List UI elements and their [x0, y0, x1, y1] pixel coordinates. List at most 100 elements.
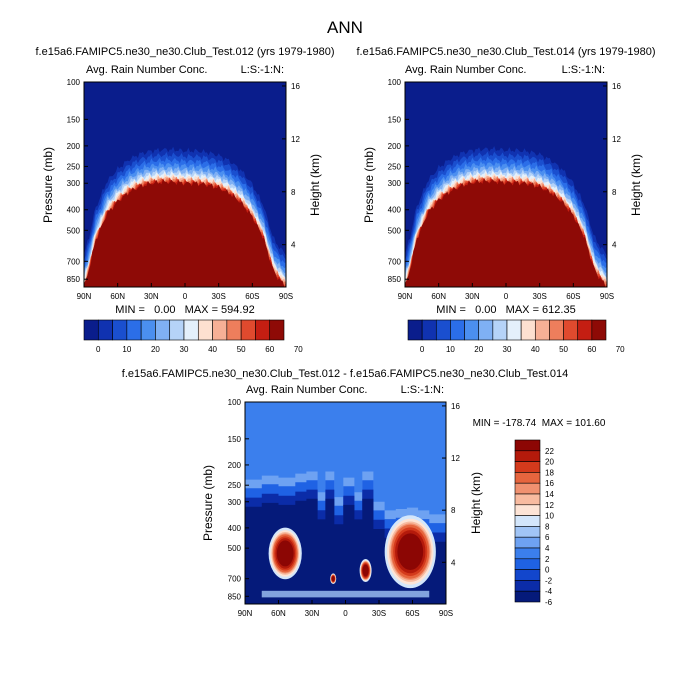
y2-tick-label: 12 — [612, 135, 621, 144]
y-tick-label: 250 — [67, 162, 81, 171]
colorbar-swatch — [464, 319, 480, 341]
y-tick-label: 300 — [228, 498, 242, 507]
colorbar-swatch — [514, 504, 541, 516]
colorbar-swatch — [169, 319, 185, 341]
y-tick-label: 100 — [228, 398, 242, 407]
x-tick-label: 30N — [144, 292, 159, 301]
colorbar-swatch — [269, 319, 285, 341]
colorbar-label: 22 — [545, 447, 554, 456]
y-tick-label: 500 — [67, 226, 81, 235]
colorbar-label: 18 — [545, 468, 554, 477]
colorbar-swatch — [549, 319, 564, 341]
colorbar-label: -2 — [545, 576, 553, 585]
x-tick-label: 90N — [238, 609, 253, 618]
colorbar-swatch — [514, 472, 541, 484]
colorbar-label: 8 — [545, 522, 550, 531]
colorbar-label: 50 — [237, 345, 246, 354]
panel-1-case-title: f.e15a6.FAMIPC5.ne30_ne30.Club_Test.012 … — [35, 46, 334, 58]
x-tick-label: 90S — [439, 609, 453, 618]
x-tick-label: 30N — [305, 609, 320, 618]
y-tick-label: 200 — [67, 142, 81, 151]
x-tick-label: 60N — [110, 292, 125, 301]
x-tick-label: 30S — [372, 609, 386, 618]
panel-3-field-label: Avg. Rain Number Conc. — [246, 384, 367, 396]
colorbar-label: 20 — [545, 458, 554, 467]
colorbar-swatch — [514, 547, 541, 560]
x-tick-label: 30S — [533, 292, 547, 301]
y-tick-label: 700 — [67, 257, 81, 266]
y2-tick-label: 16 — [451, 402, 460, 411]
colorbar-label: 14 — [545, 490, 554, 499]
panel-2-ylabel: Pressure (mb) — [362, 147, 376, 223]
colorbar-swatch — [197, 319, 213, 341]
panel-2-stats: MIN = 0.00 MAX = 612.35 — [436, 304, 575, 316]
colorbar-swatch — [421, 319, 437, 341]
panel-1-y2label: Height (km) — [308, 154, 322, 216]
colorbar-swatch — [97, 319, 113, 341]
colorbar-label: 60 — [587, 345, 596, 354]
positive-blob-2-ring-7 — [362, 564, 369, 577]
colorbar-swatch — [492, 319, 508, 341]
colorbar-label: 30 — [503, 345, 512, 354]
x-tick-label: 60S — [245, 292, 259, 301]
panel-1-colorbar: 0 10 20 30 40 50 60 70 — [83, 319, 303, 354]
colorbar-label: 0 — [96, 345, 101, 354]
y-tick-label: 150 — [67, 115, 81, 124]
colorbar-label: -6 — [545, 598, 553, 607]
colorbar-swatch — [514, 558, 541, 570]
colorbar-swatch — [520, 319, 536, 341]
panel-1-field-label: Avg. Rain Number Conc. — [86, 64, 207, 76]
y2-tick-label: 8 — [291, 188, 296, 197]
colorbar-swatch — [255, 319, 271, 341]
colorbar-swatch — [435, 319, 451, 341]
y-tick-label: 300 — [67, 179, 81, 188]
y2-tick-label: 12 — [291, 135, 300, 144]
panel-3: f.e15a6.FAMIPC5.ne30_ne30.Club_Test.012 … — [122, 368, 606, 618]
colorbar-swatch — [514, 580, 541, 592]
y-tick-label: 850 — [228, 592, 242, 601]
panel-1-corner-label: L:S:-1:N: — [241, 64, 284, 76]
y-tick-label: 200 — [388, 142, 402, 151]
x-tick-label: 30N — [465, 292, 480, 301]
colorbar-label: -4 — [545, 587, 553, 596]
y2-tick-label: 12 — [451, 454, 460, 463]
colorbar-label: 4 — [545, 544, 550, 553]
colorbar-swatch — [83, 319, 99, 341]
panel-1-y2-axis: 16 12 8 4 — [282, 82, 300, 250]
x-tick-label: 0 — [343, 609, 348, 618]
panel-3-stats: MIN = -178.74 MAX = 101.60 — [473, 418, 606, 429]
colorbar-swatch — [514, 450, 541, 462]
y-tick-label: 500 — [228, 544, 242, 553]
colorbar-swatch — [514, 536, 541, 549]
colorbar-swatch — [514, 569, 541, 581]
y2-tick-label: 4 — [612, 241, 617, 250]
y2-tick-label: 16 — [612, 82, 621, 91]
positive-blob-1-ring-7 — [397, 533, 424, 571]
colorbar-label: 16 — [545, 479, 554, 488]
colorbar-label: 20 — [151, 345, 160, 354]
panel-1-x-axis: 90N 60N 30N 0 30S 60S 90S — [77, 283, 293, 301]
y-tick-label: 850 — [388, 275, 402, 284]
colorbar-label: 50 — [559, 345, 568, 354]
colorbar-label: 70 — [616, 345, 625, 354]
colorbar-label: 10 — [446, 345, 455, 354]
y2-tick-label: 4 — [291, 241, 296, 250]
y-tick-label: 700 — [388, 257, 402, 266]
figure-title: ANN — [327, 18, 363, 37]
colorbar-swatch — [226, 319, 242, 341]
y-tick-label: 200 — [228, 461, 242, 470]
panel-3-x-axis: 90N 60N 30N 0 30S 60S 90S — [238, 600, 453, 618]
colorbar-swatch — [155, 319, 171, 341]
panel-3-corner-label: L:S:-1:N: — [401, 384, 444, 396]
panel-2-corner-label: L:S:-1:N: — [562, 64, 605, 76]
y2-tick-label: 8 — [612, 188, 617, 197]
colorbar-label: 70 — [294, 345, 303, 354]
colorbar-swatch — [514, 482, 541, 495]
colorbar-label: 40 — [531, 345, 540, 354]
panel-3-y2-axis: 16 12 8 4 — [442, 402, 460, 567]
y-tick-label: 300 — [388, 179, 402, 188]
panel-3-y2label: Height (km) — [469, 472, 483, 534]
positive-blob-3-ring-7 — [331, 576, 335, 582]
colorbar-swatch — [450, 319, 465, 341]
colorbar-swatch — [140, 319, 156, 341]
